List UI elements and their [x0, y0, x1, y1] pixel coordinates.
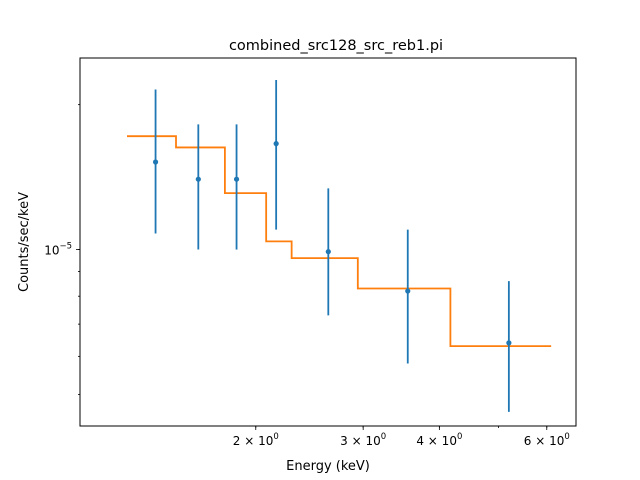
x-axis-label: Energy (keV)	[286, 459, 370, 474]
x-tick-label: 3 × 100	[340, 432, 386, 448]
plot-content	[127, 80, 552, 412]
plot-frame	[79, 57, 577, 427]
data-marker	[405, 288, 411, 294]
x-axis: 2 × 100 3 × 100 4 × 100 6 × 100	[233, 426, 570, 448]
model-step-line	[127, 135, 552, 348]
x-tick-label: 2 × 100	[233, 432, 279, 448]
data-marker	[152, 159, 159, 165]
chart-title: combined_src128_src_reb1.pi	[229, 38, 443, 54]
data-point	[152, 89, 159, 234]
data-point	[233, 124, 240, 250]
data-marker	[506, 340, 512, 346]
data-point	[195, 124, 201, 250]
x-tick-label: 4 × 100	[416, 432, 462, 448]
data-marker	[233, 176, 240, 182]
data-point	[325, 188, 331, 316]
y-tick-label: 10−5	[44, 242, 72, 258]
y-axis: 10−5	[44, 104, 80, 395]
data-point	[506, 281, 512, 412]
data-marker	[325, 249, 331, 255]
data-marker	[273, 141, 279, 147]
data-marker	[195, 176, 201, 182]
data-point	[273, 80, 279, 230]
x-tick-label: 6 × 100	[524, 432, 570, 448]
data-point	[405, 229, 411, 364]
y-axis-label: Counts/sec/keV	[17, 192, 32, 292]
